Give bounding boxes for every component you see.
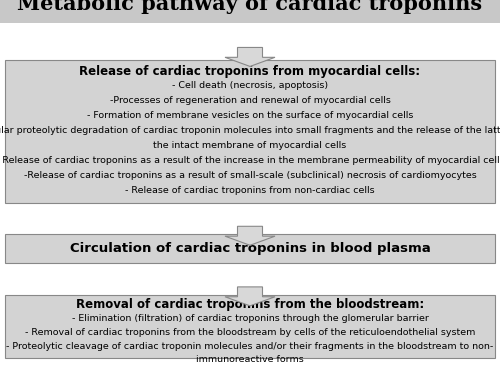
Text: - Release of cardiac troponins from non-cardiac cells: - Release of cardiac troponins from non-… (125, 186, 375, 195)
Text: Metabolic pathway of cardiac troponins: Metabolic pathway of cardiac troponins (18, 0, 482, 14)
Polygon shape (225, 47, 275, 66)
Text: - Removal of cardiac troponins from the bloodstream by cells of the reticuloendo: - Removal of cardiac troponins from the … (25, 328, 475, 337)
Text: Circulation of cardiac troponins in blood plasma: Circulation of cardiac troponins in bloo… (70, 242, 430, 255)
Text: - Cell death (necrosis, apoptosis): - Cell death (necrosis, apoptosis) (172, 81, 328, 90)
Polygon shape (225, 226, 275, 245)
FancyBboxPatch shape (5, 60, 495, 203)
FancyBboxPatch shape (0, 0, 500, 23)
Text: Release of cardiac troponins from myocardial cells:: Release of cardiac troponins from myocar… (80, 65, 420, 78)
Text: - Release of cardiac troponins as a result of the increase in the membrane perme: - Release of cardiac troponins as a resu… (0, 156, 500, 165)
Text: Removal of cardiac troponins from the bloodstream:: Removal of cardiac troponins from the bl… (76, 298, 424, 311)
Text: - Intracellular proteolytic degradation of cardiac troponin molecules into small: - Intracellular proteolytic degradation … (0, 126, 500, 135)
Text: -Processes of regeneration and renewal of myocardial cells: -Processes of regeneration and renewal o… (110, 96, 390, 105)
Text: - Elimination (filtration) of cardiac troponins through the glomerular barrier: - Elimination (filtration) of cardiac tr… (72, 314, 428, 323)
Text: the intact membrane of myocardial cells: the intact membrane of myocardial cells (154, 141, 346, 150)
Text: - Formation of membrane vesicles on the surface of myocardial cells: - Formation of membrane vesicles on the … (87, 111, 413, 120)
Text: immunoreactive forms: immunoreactive forms (196, 356, 304, 364)
FancyBboxPatch shape (5, 295, 495, 358)
FancyBboxPatch shape (5, 234, 495, 263)
Polygon shape (225, 287, 275, 306)
Text: -Release of cardiac troponins as a result of small-scale (subclinical) necrosis : -Release of cardiac troponins as a resul… (24, 171, 476, 180)
Text: - Proteolytic cleavage of cardiac troponin molecules and/or their fragments in t: - Proteolytic cleavage of cardiac tropon… (6, 342, 494, 350)
